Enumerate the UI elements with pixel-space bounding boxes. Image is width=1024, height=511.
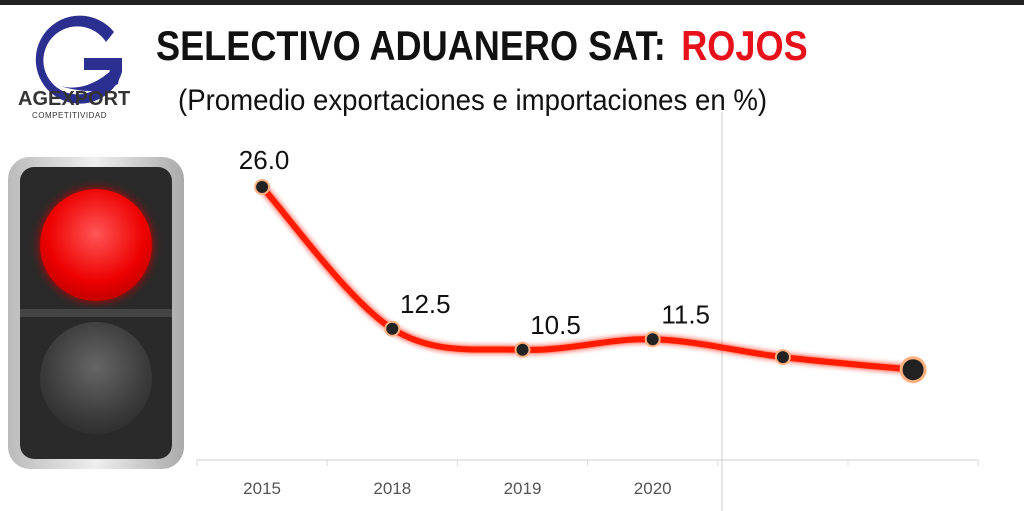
data-point	[644, 331, 661, 348]
agexport-logo	[35, 15, 122, 104]
data-point	[899, 356, 927, 384]
page-title: SELECTIVO ADUANERO SAT: ROJOS	[156, 22, 808, 70]
red-lamp	[40, 189, 152, 301]
title-text: SELECTIVO ADUANERO SAT:	[156, 22, 666, 69]
data-point	[384, 320, 401, 337]
data-label: 10.5	[530, 310, 581, 340]
logo-subtitle: COMPETITIVIDAD	[32, 111, 108, 120]
traffic-light-image	[8, 157, 184, 469]
data-label: 11.5	[661, 299, 710, 329]
title-highlight: ROJOS	[681, 22, 808, 69]
page-subtitle: (Promedio exportaciones e importaciones …	[178, 84, 768, 117]
x-tick-label: 2020	[634, 479, 672, 498]
x-tick-label: 2018	[373, 479, 411, 498]
data-point	[514, 341, 531, 358]
data-point	[774, 349, 791, 366]
x-tick-label: 2019	[504, 479, 542, 498]
off-lamp	[40, 322, 152, 434]
data-point	[254, 179, 271, 195]
x-tick-label: 2015	[243, 479, 281, 498]
data-label: 12.5	[400, 289, 451, 319]
top-bar	[0, 0, 1024, 5]
series-line	[259, 184, 914, 373]
data-label: 26.0	[239, 145, 290, 175]
logo-name: AGEXPORT	[18, 88, 131, 110]
